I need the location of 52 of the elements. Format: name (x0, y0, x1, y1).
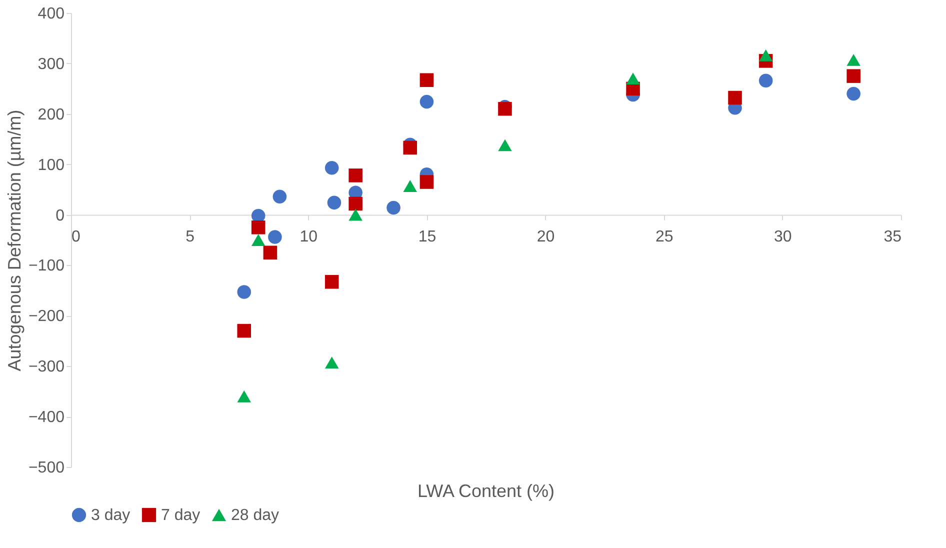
point (498, 139, 512, 152)
point (348, 208, 362, 221)
point (268, 230, 282, 244)
point (251, 220, 266, 234)
point (758, 74, 773, 88)
point (728, 90, 742, 105)
x-axis-title: LWA Content (%) (417, 481, 555, 501)
point (324, 274, 339, 289)
y-tick-label: 300 (38, 56, 65, 73)
point (846, 86, 860, 101)
point (758, 49, 773, 62)
point (237, 285, 252, 299)
x-tick-label: 25 (655, 228, 674, 246)
point (626, 72, 640, 85)
point (348, 168, 362, 182)
point (420, 94, 434, 109)
point (324, 356, 339, 369)
point (324, 160, 339, 175)
y-tick-label: 100 (38, 156, 65, 174)
x-tick-label: 35 (884, 228, 902, 246)
point (846, 69, 860, 83)
legend-label: 3 day (91, 507, 130, 524)
x-tick-label: 30 (774, 228, 792, 246)
legend-label: 28 day (231, 507, 280, 524)
x-tick-label: 15 (418, 228, 436, 246)
x-tick-label: 10 (300, 228, 318, 246)
point (237, 324, 252, 338)
point (846, 54, 860, 66)
point (327, 196, 342, 210)
point (420, 73, 434, 87)
x-tick-label: 20 (536, 228, 555, 246)
y-tick-label: −300 (28, 358, 65, 376)
point (251, 234, 266, 246)
y-axis-title: Autogenous Deformation (µm/m) (4, 110, 24, 372)
y-tick-label: −500 (28, 460, 65, 476)
y-tick-label: −200 (28, 308, 65, 326)
x-tick-label: 0 (72, 228, 80, 246)
y-tick-label: 400 (38, 6, 65, 22)
point (272, 190, 287, 204)
legend-label: 7 day (161, 507, 200, 524)
y-tick-label: −100 (28, 258, 65, 275)
point (403, 140, 418, 155)
y-tick-label: −400 (28, 409, 65, 426)
x-tick-label: 5 (186, 228, 195, 246)
point (237, 390, 252, 402)
point (263, 246, 278, 260)
y-tick-label: 0 (56, 207, 65, 224)
point (420, 175, 434, 189)
point (403, 180, 418, 192)
point (386, 200, 400, 215)
point (348, 196, 362, 211)
y-tick-label: 200 (38, 106, 65, 124)
